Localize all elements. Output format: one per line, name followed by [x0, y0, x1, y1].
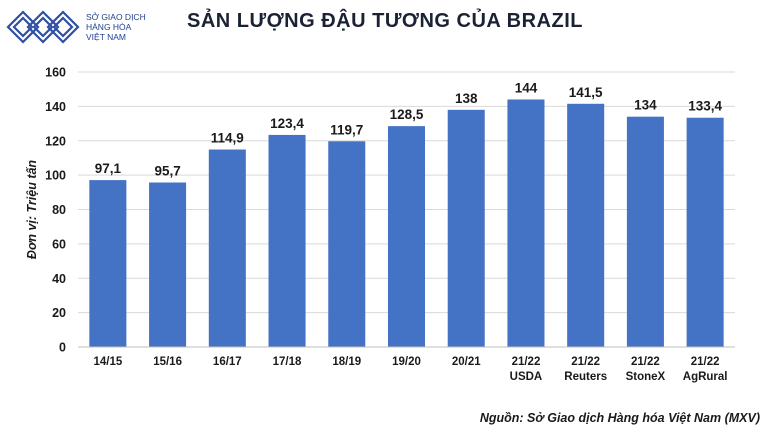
y-tick-label: 20: [52, 306, 66, 320]
x-tick-label: 21/22: [691, 356, 720, 368]
x-tick-label: 16/17: [213, 356, 242, 368]
x-tick-label: StoneX: [626, 371, 666, 383]
bar: [626, 116, 664, 347]
bar: [686, 117, 724, 347]
data-label: 138: [455, 91, 478, 106]
bar: [89, 180, 127, 347]
y-tick-label: 80: [52, 203, 66, 217]
mxv-logo-icon: [6, 10, 80, 44]
y-tick-label: 40: [52, 272, 66, 286]
y-tick-label: 0: [59, 341, 66, 355]
data-label: 114,9: [211, 131, 244, 146]
bar: [447, 109, 485, 347]
data-label: 97,1: [95, 161, 122, 176]
y-tick-label: 60: [52, 237, 66, 251]
source-note: Nguồn: Sở Giao dịch Hàng hóa Việt Nam (M…: [479, 411, 760, 425]
y-tick-label: 160: [45, 66, 66, 80]
data-label: 141,5: [569, 85, 603, 100]
logo-text: SỞ GIAO DỊCH HÀNG HÓA VIỆT NAM: [86, 12, 146, 42]
bar: [208, 149, 246, 347]
bar: [149, 182, 187, 347]
data-label: 133,4: [688, 99, 722, 114]
logo-line-1: SỞ GIAO DỊCH: [86, 12, 146, 22]
x-tick-label: 19/20: [392, 356, 421, 368]
x-tick-label: Reuters: [564, 371, 607, 383]
x-tick-label: 14/15: [93, 356, 122, 368]
y-axis-label: Đơn vị: Triệu tấn: [25, 160, 39, 260]
data-label: 128,5: [390, 107, 424, 122]
logo-line-2: HÀNG HÓA: [86, 22, 132, 32]
data-label: 119,7: [330, 122, 363, 137]
chart-title: SẢN LƯỢNG ĐẬU TƯƠNG CỦA BRAZIL: [187, 10, 583, 32]
y-tick-label: 120: [45, 134, 66, 148]
data-label: 95,7: [154, 164, 180, 179]
bar: [507, 99, 545, 347]
bar: [328, 141, 366, 347]
x-tick-label: 21/22: [631, 356, 660, 368]
x-tick-label: 17/18: [273, 356, 302, 368]
x-tick-label: 21/22: [571, 356, 600, 368]
bar: [387, 126, 426, 347]
logo: SỞ GIAO DỊCH HÀNG HÓA VIỆT NAM: [6, 8, 176, 48]
bar: [567, 103, 605, 347]
x-tick-label: USDA: [510, 371, 543, 383]
x-tick-label: AgRural: [683, 371, 728, 383]
data-label: 134: [634, 98, 657, 113]
data-label: 123,4: [270, 116, 304, 131]
data-label: 144: [515, 81, 538, 96]
y-tick-label: 100: [45, 169, 66, 183]
bar: [268, 134, 306, 347]
x-tick-label: 18/19: [332, 356, 361, 368]
x-tick-label: 15/16: [153, 356, 182, 368]
x-tick-label: 21/22: [512, 356, 541, 368]
x-tick-label: 20/21: [452, 356, 481, 368]
logo-line-3: VIỆT NAM: [86, 32, 126, 42]
y-tick-label: 140: [45, 100, 66, 114]
